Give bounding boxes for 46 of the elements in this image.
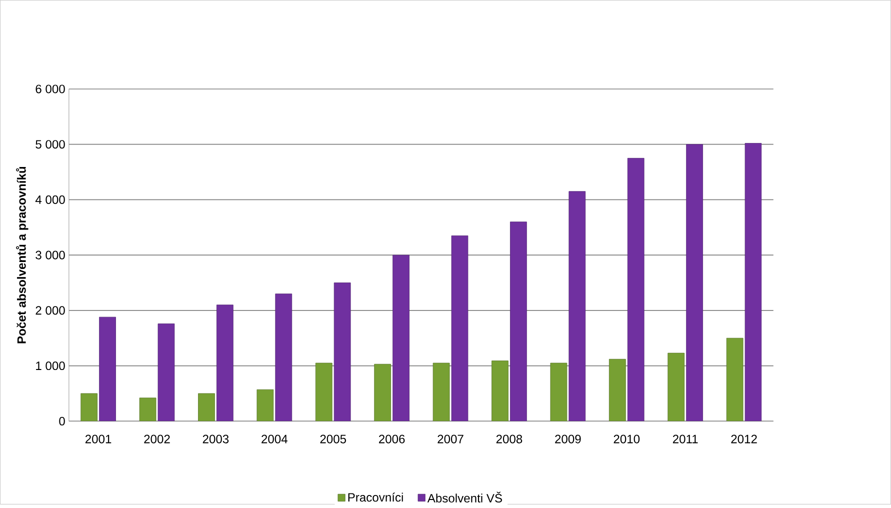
x-tick-label: 2007 [438, 434, 464, 444]
bar [99, 316, 116, 422]
y-tick-label: 1 000 [36, 362, 65, 370]
bar [550, 362, 568, 422]
x-tick-label: 2003 [202, 434, 229, 444]
x-tick-label: 2012 [731, 434, 757, 444]
legend-label: Absolventi VŠ [427, 492, 502, 503]
x-tick-label: 2011 [672, 434, 698, 444]
bar [139, 398, 156, 422]
bar [668, 352, 685, 422]
bar [492, 360, 508, 422]
bar [275, 294, 292, 422]
y-tick-label: 5 000 [36, 140, 65, 149]
bar [686, 144, 703, 422]
x-tick-label: 2004 [262, 434, 288, 444]
bar [608, 358, 626, 422]
y-tick-label: 0 [59, 416, 65, 426]
x-tick-label: 2006 [378, 434, 405, 444]
bar [726, 338, 744, 422]
bar [510, 222, 527, 422]
bar [627, 158, 644, 422]
x-tick-label: 2001 [85, 434, 112, 444]
bar [392, 254, 410, 422]
x-tick-label: 2010 [614, 434, 640, 444]
bar [451, 236, 468, 422]
y-tick-label: 2 000 [36, 306, 65, 315]
x-tick-label: 2002 [144, 434, 170, 444]
bar [744, 143, 762, 422]
y-tick-label: 3 000 [36, 250, 65, 260]
bar [315, 362, 332, 422]
bar [216, 304, 234, 422]
y-tick-label: 4 000 [35, 195, 65, 204]
x-tick-label: 2005 [320, 434, 346, 444]
bar [432, 362, 450, 422]
bar [568, 191, 586, 422]
bar [334, 282, 351, 422]
bar [80, 393, 98, 422]
y-axis-title: Počet absolventů a pracovníků [16, 166, 28, 344]
bar [256, 389, 274, 422]
bar [158, 324, 175, 422]
legend-label: Pracovníci [348, 492, 403, 502]
x-tick-label: 2008 [496, 434, 522, 444]
bar [374, 364, 392, 422]
y-tick-label: 6 000 [36, 84, 65, 94]
bar [198, 393, 215, 422]
x-tick-label: 2009 [555, 434, 581, 444]
